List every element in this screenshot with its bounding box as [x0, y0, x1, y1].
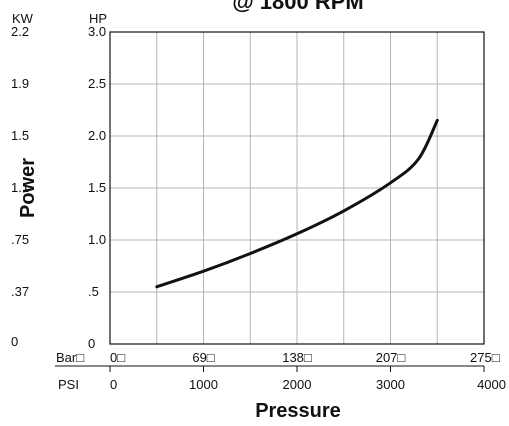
psi-tick-label: 2000 — [283, 377, 312, 392]
bar-tick-label: 0□ — [110, 350, 125, 365]
hp-tick-label: 2.5 — [88, 76, 106, 91]
hp-tick-label: .5 — [88, 284, 99, 299]
bar-tick-label: 275□ — [470, 350, 500, 365]
bar-unit-label: Bar□ — [56, 350, 84, 365]
tick-labels: 0 .5 1.0 1.5 2.0 2.5 3.0 0 .37 .75 1.1 1.5 1.9 2.2 0□ 6… — [11, 24, 506, 392]
hp-tick-label: 2.0 — [88, 128, 106, 143]
kw-tick-label: 1.1 — [11, 180, 29, 195]
bar-tick-label: 207□ — [376, 350, 406, 365]
kw-tick-label: 1.9 — [11, 76, 29, 91]
psi-tick-label: 1000 — [189, 377, 218, 392]
power-curve-layer — [155, 118, 439, 289]
chart-title: @ 1800 RPM — [232, 0, 364, 14]
plot-frame — [109, 31, 485, 345]
kw-tick-label: 2.2 — [11, 24, 29, 39]
hp-tick-label: 1.0 — [88, 232, 106, 247]
kw-tick-label: .75 — [11, 232, 29, 247]
hp-unit-label: HP — [89, 11, 107, 26]
bar-tick-label: 138□ — [282, 350, 312, 365]
kw-tick-label: .37 — [11, 284, 29, 299]
bar-tick-label: 69□ — [192, 350, 214, 365]
power-curve-series — [155, 118, 439, 289]
kw-unit-label: KW — [12, 11, 34, 26]
x-axis-title: Pressure — [255, 400, 341, 422]
kw-tick-label: 1.5 — [11, 128, 29, 143]
kw-tick-label: 0 — [11, 334, 18, 349]
psi-unit-label: PSI — [58, 377, 79, 392]
hp-tick-label: 0 — [88, 336, 95, 351]
plot-grid — [110, 32, 484, 344]
psi-tick-label: 4000 — [477, 377, 506, 392]
hp-tick-label: 1.5 — [88, 180, 106, 195]
psi-tick-label: 3000 — [376, 377, 405, 392]
y-axis-title: Power — [17, 158, 39, 218]
psi-tick-label: 0 — [110, 377, 117, 392]
hp-tick-label: 3.0 — [88, 24, 106, 39]
